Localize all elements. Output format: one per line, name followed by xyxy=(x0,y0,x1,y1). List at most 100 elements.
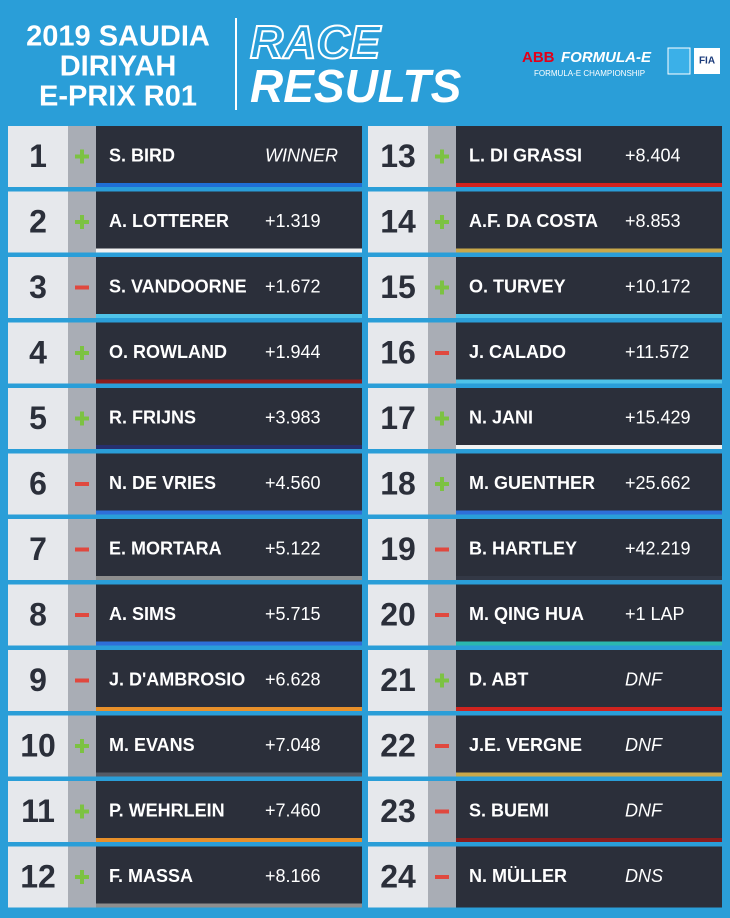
driver-panel xyxy=(456,650,722,711)
position: 15 xyxy=(380,269,416,305)
driver-panel xyxy=(456,519,722,580)
gap: +8.404 xyxy=(625,145,681,165)
team-stripe xyxy=(96,903,362,908)
position-box xyxy=(8,453,68,515)
position-box xyxy=(8,257,68,318)
team-stripe xyxy=(96,772,362,777)
results-grid: 1 S. BIRD WINNER 2 A. LOTTERER +1.319 3 S. VAND… xyxy=(8,126,722,908)
driver-name: M. EVANS xyxy=(109,735,195,755)
driver-name: S. BUEMI xyxy=(469,800,549,820)
position: 23 xyxy=(380,793,416,829)
position-box xyxy=(368,126,428,187)
gap: +5.122 xyxy=(265,538,321,558)
position: 10 xyxy=(20,727,56,763)
driver-name: A.F. DA COSTA xyxy=(469,211,598,231)
gap: +1.672 xyxy=(265,276,321,296)
team-stripe xyxy=(456,576,722,580)
gap: +7.460 xyxy=(265,800,321,820)
position-box xyxy=(368,715,428,777)
gap: +10.172 xyxy=(625,276,691,296)
position-box xyxy=(8,846,68,908)
gap: DNF xyxy=(625,669,663,689)
position-box xyxy=(8,388,68,449)
change-down xyxy=(75,547,89,552)
gap: +7.048 xyxy=(265,735,321,755)
change-down xyxy=(435,351,449,355)
team-stripe xyxy=(456,314,722,318)
driver-panel xyxy=(96,388,362,449)
driver-name: J. D'AMBROSIO xyxy=(109,669,245,689)
fe-badge xyxy=(667,47,691,75)
team-stripe xyxy=(96,576,362,580)
championship-text: FORMULA-E CHAMPIONSHIP xyxy=(534,69,645,78)
driver-name: J.E. VERGNE xyxy=(469,735,582,755)
driver-name: J. CALADO xyxy=(469,342,566,362)
abb-logo: ABB xyxy=(522,49,555,66)
position-box xyxy=(8,126,68,187)
gap: WINNER xyxy=(265,145,338,165)
change-down xyxy=(75,678,89,683)
brand-logo: FORMULA-E xyxy=(561,49,652,66)
position: 5 xyxy=(29,400,47,436)
change-down xyxy=(435,547,449,552)
gap: +42.219 xyxy=(625,538,691,558)
position: 21 xyxy=(380,662,416,698)
race-heading: RACE xyxy=(250,16,382,68)
change-down xyxy=(435,613,449,617)
position-box xyxy=(8,715,68,777)
gap: +15.429 xyxy=(625,407,691,427)
position: 7 xyxy=(29,531,47,567)
driver-name: D. ABT xyxy=(469,669,528,689)
change-up xyxy=(80,346,84,360)
change-down xyxy=(435,875,449,879)
position: 13 xyxy=(380,138,416,174)
driver-panel xyxy=(96,322,362,384)
change-up xyxy=(440,411,444,426)
team-stripe xyxy=(96,707,362,711)
driver-name: S. VANDOORNE xyxy=(109,276,247,296)
title-line: 2019 SAUDIA xyxy=(26,21,210,53)
driver-panel xyxy=(456,388,722,449)
position: 6 xyxy=(29,465,47,501)
driver-panel xyxy=(456,715,722,777)
driver-name: A. LOTTERER xyxy=(109,211,229,231)
position-box xyxy=(368,846,428,908)
change-up xyxy=(440,280,444,295)
gap: +11.572 xyxy=(625,342,689,362)
gap: +8.853 xyxy=(625,211,681,231)
driver-name: M. GUENTHER xyxy=(469,473,595,493)
position: 4 xyxy=(29,334,47,370)
position-box xyxy=(8,650,68,711)
gap: +4.560 xyxy=(265,473,321,493)
change-up xyxy=(80,215,84,229)
team-stripe xyxy=(96,183,362,187)
position-box xyxy=(368,453,428,515)
gap: DNF xyxy=(625,735,663,755)
position: 2 xyxy=(29,203,47,239)
driver-panel xyxy=(456,781,722,842)
team-stripe xyxy=(456,248,722,253)
gap: DNF xyxy=(625,800,663,820)
position-box xyxy=(368,650,428,711)
driver-panel xyxy=(456,584,722,646)
gap: +3.983 xyxy=(265,407,321,427)
change-down xyxy=(75,613,89,617)
position: 8 xyxy=(29,596,47,632)
change-up xyxy=(440,477,444,491)
driver-panel xyxy=(96,257,362,318)
driver-panel xyxy=(96,453,362,515)
position: 1 xyxy=(29,138,47,174)
position-box xyxy=(8,584,68,646)
position: 14 xyxy=(380,203,416,239)
gap: +1 LAP xyxy=(625,604,685,624)
title-line: E-PRIX R01 xyxy=(39,81,197,113)
position-box xyxy=(368,257,428,318)
position-box xyxy=(368,388,428,449)
position-box xyxy=(8,322,68,384)
change-down xyxy=(75,482,89,486)
results-heading: RESULTS xyxy=(250,60,462,112)
driver-panel xyxy=(96,191,362,253)
driver-name: F. MASSA xyxy=(109,866,193,886)
position: 19 xyxy=(380,531,416,567)
